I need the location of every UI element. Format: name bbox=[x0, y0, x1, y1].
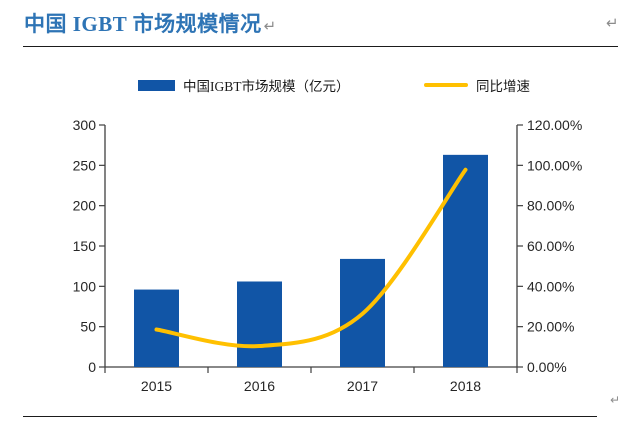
y-axis-right-label: 40.00% bbox=[527, 278, 574, 294]
y-axis-right-label: 100.00% bbox=[527, 157, 582, 173]
y-axis-left-label: 150 bbox=[73, 238, 97, 254]
page-title-text: 中国 IGBT 市场规模情况 bbox=[24, 12, 262, 36]
bar-2018 bbox=[443, 154, 488, 367]
bar-series-swatch-icon bbox=[138, 79, 175, 91]
y-axis-left-label: 200 bbox=[73, 198, 97, 214]
paragraph-mark-icon: ↵ bbox=[606, 14, 618, 32]
y-axis-right-label: 80.00% bbox=[527, 198, 574, 214]
footer-divider bbox=[23, 416, 597, 417]
x-axis-label: 2018 bbox=[450, 378, 481, 394]
chart-legend: 中国IGBT市场规模（亿元） 同比增速 bbox=[0, 75, 618, 95]
y-axis-left-label: 50 bbox=[80, 319, 96, 335]
line-series-swatch-icon bbox=[424, 83, 468, 87]
legend-item-market-size: 中国IGBT市场规模（亿元） bbox=[138, 75, 350, 95]
legend-label-market-size: 中国IGBT市场规模（亿元） bbox=[183, 79, 350, 94]
y-axis-right-label: 0.00% bbox=[527, 359, 567, 375]
y-axis-left-label: 250 bbox=[73, 157, 97, 173]
y-axis-left-label: 300 bbox=[73, 117, 97, 133]
legend-item-growth-rate: 同比增速 bbox=[424, 75, 530, 95]
bar-2016 bbox=[237, 281, 282, 367]
y-axis-right-label: 60.00% bbox=[527, 238, 574, 254]
igbt-market-chart: 0 50 100 150 200 250 300 0.00% 20.00% 40.00% 60.00… bbox=[73, 117, 583, 394]
x-axis-label: 2017 bbox=[347, 378, 378, 394]
legend-label-growth-rate: 同比增速 bbox=[476, 79, 530, 94]
page-title: 中国 IGBT 市场规模情况 ↵ bbox=[24, 8, 277, 38]
y-axis-left-label: 0 bbox=[88, 359, 96, 375]
growth-rate-line bbox=[154, 167, 468, 349]
paragraph-mark-icon: ↵ bbox=[610, 393, 618, 407]
y-axis-right-label: 120.00% bbox=[527, 117, 582, 133]
paragraph-mark-icon: ↵ bbox=[263, 17, 277, 35]
x-axis-label: 2015 bbox=[141, 378, 172, 394]
title-divider bbox=[23, 46, 618, 47]
x-axis-label: 2016 bbox=[244, 378, 275, 394]
y-axis-left-label: 100 bbox=[73, 278, 97, 294]
y-axis-right-label: 20.00% bbox=[527, 319, 574, 335]
